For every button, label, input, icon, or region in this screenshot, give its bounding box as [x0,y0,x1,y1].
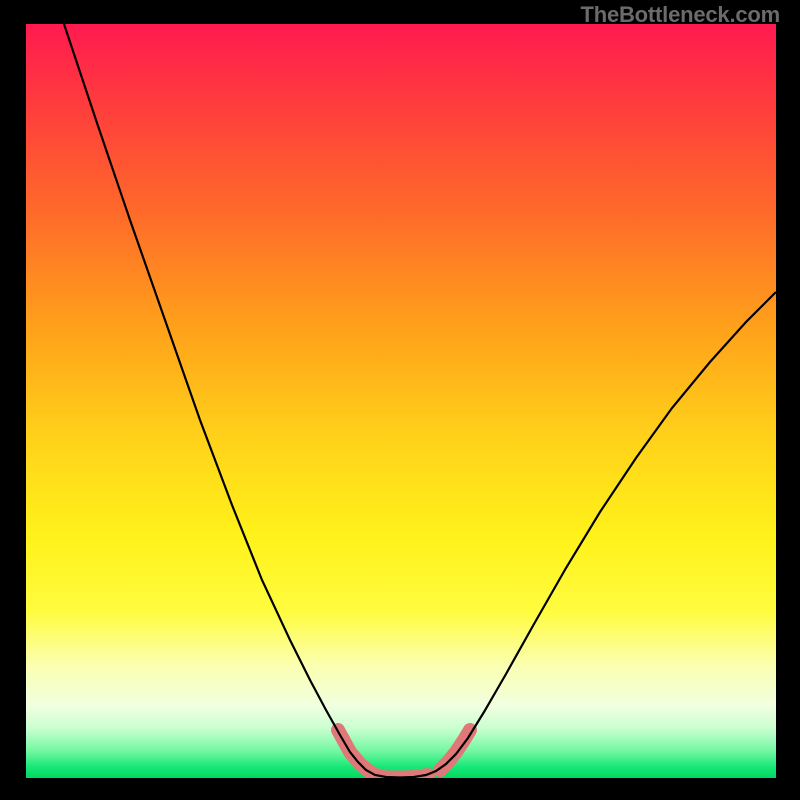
bottleneck-curve-chart [0,0,800,800]
gradient-background [26,24,776,778]
watermark-text: TheBottleneck.com [580,2,780,28]
